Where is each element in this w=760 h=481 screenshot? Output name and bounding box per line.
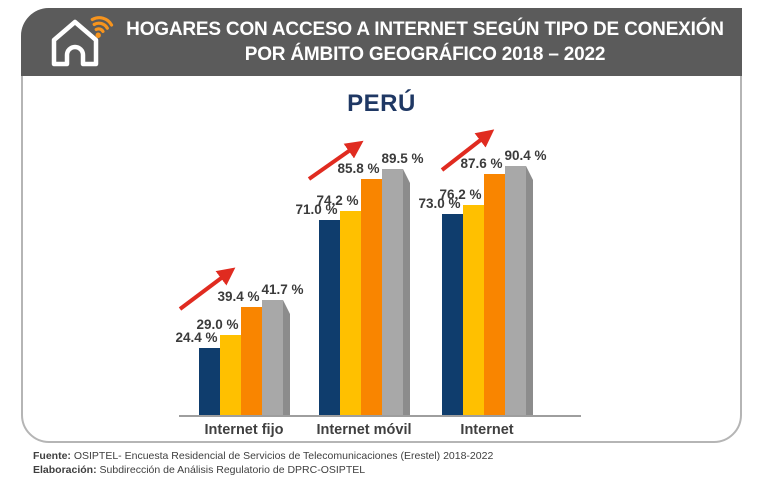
bar-yellow: 74.2 %: [316, 193, 361, 415]
chart-card: HOGARES CON ACCESO A INTERNET SEGÚN TIPO…: [21, 8, 742, 443]
bar-yellow: 76.2 %: [439, 187, 484, 415]
value-label: 90.4 %: [504, 148, 547, 163]
category-label: Internet fijo: [204, 422, 284, 438]
bar-gray: 90.4 %: [504, 148, 547, 415]
value-label: 39.4 %: [217, 289, 260, 304]
bar-navy: 24.4 %: [175, 330, 220, 415]
bar-plot: Internet fijo 24.4 % 29.0 % 39.4 % 41.7 % Int…: [23, 10, 740, 441]
bar-navy: 73.0 %: [418, 196, 463, 415]
value-label: 29.0 %: [196, 317, 239, 332]
bar-orange: 39.4 %: [217, 289, 262, 415]
chart-title: PERÚ: [347, 90, 416, 117]
footer-notes: Fuente: OSIPTEL- Encuesta Residencial de…: [33, 450, 493, 477]
bar-navy: 71.0 %: [295, 202, 340, 415]
bar-3d-side: [526, 166, 533, 415]
value-label: 41.7 %: [261, 282, 304, 297]
value-label: 89.5 %: [381, 151, 424, 166]
header-title: HOGARES CON ACCESO A INTERNET SEGÚN TIPO…: [116, 8, 734, 76]
value-label: 87.6 %: [460, 156, 503, 171]
value-label: 73.0 %: [418, 196, 461, 211]
house-wifi-icon: [51, 16, 114, 67]
category-label: Internet móvil: [316, 422, 412, 438]
header-band: HOGARES CON ACCESO A INTERNET SEGÚN TIPO…: [21, 8, 742, 76]
bar-3d-side: [403, 169, 410, 415]
value-label: 74.2 %: [316, 193, 359, 208]
value-label: 85.8 %: [337, 161, 380, 176]
bar-3d-side: [283, 300, 290, 415]
bar-gray: 89.5 %: [381, 151, 424, 415]
bar-orange: 87.6 %: [460, 156, 505, 415]
source-label: Fuente:: [33, 450, 71, 462]
value-label: 71.0 %: [295, 202, 338, 217]
bar-orange: 85.8 %: [337, 161, 382, 415]
value-label: 76.2 %: [439, 187, 482, 202]
elaboration-line: Elaboración: Subdirección de Análisis Re…: [33, 464, 493, 478]
x-axis-line: [179, 415, 581, 417]
bar-gray: 41.7 %: [261, 282, 304, 415]
value-label: 24.4 %: [175, 330, 218, 345]
bar-yellow: 29.0 %: [196, 317, 241, 415]
elaboration-label: Elaboración:: [33, 463, 97, 476]
source-text: OSIPTEL- Encuesta Residencial de Servici…: [70, 450, 494, 462]
source-line: Fuente: OSIPTEL- Encuesta Residencial de…: [33, 450, 493, 464]
header-title-line1: HOGARES CON ACCESO A INTERNET SEGÚN TIPO…: [126, 19, 724, 40]
header-title-line2: POR ÁMBITO GEOGRÁFICO 2018 – 2022: [244, 44, 606, 65]
elaboration-text: Subdirección de Análisis Regulatorio de …: [96, 463, 366, 476]
category-label: Internet: [460, 422, 514, 438]
